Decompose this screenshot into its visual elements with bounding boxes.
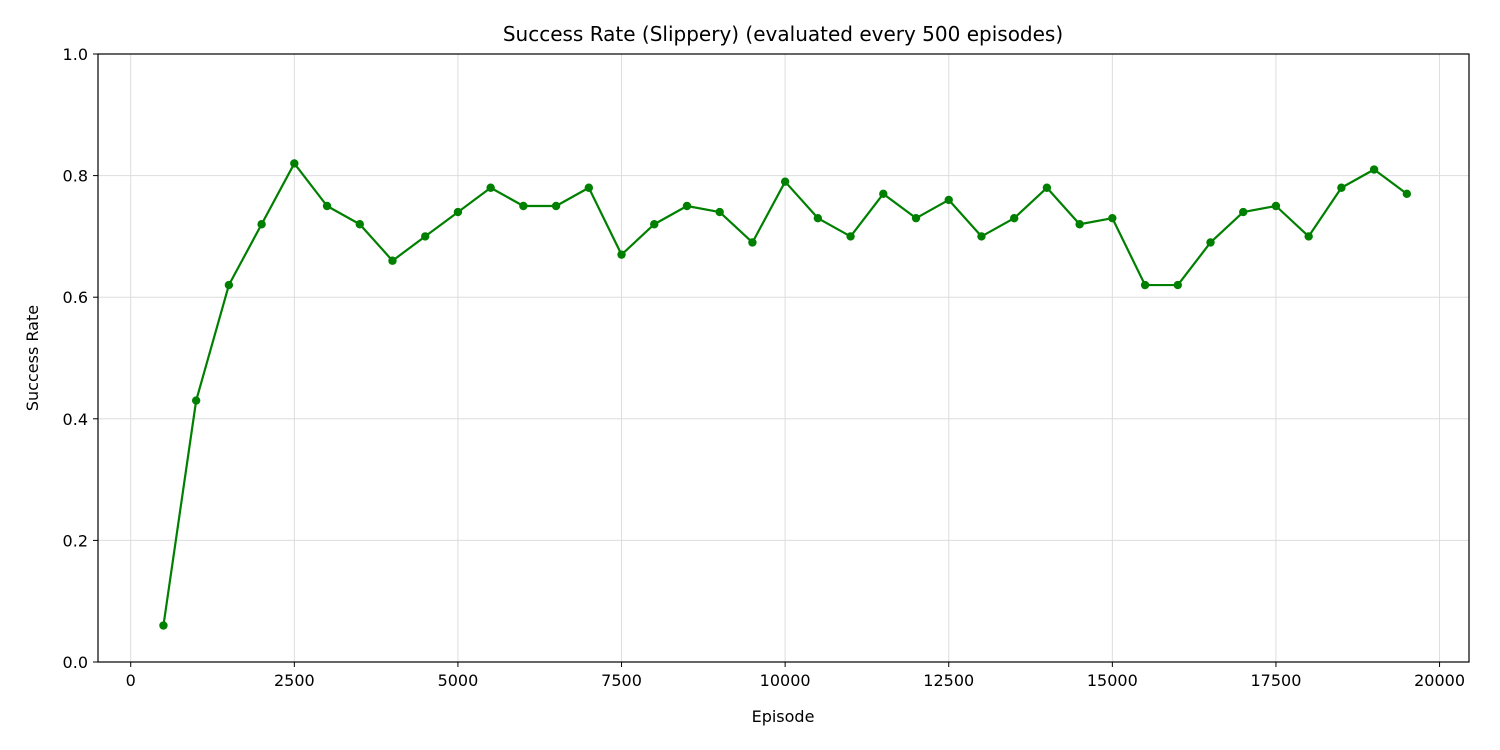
data-point [322, 201, 332, 211]
data-point [519, 201, 528, 211]
x-tick-label: 17500 [1250, 671, 1301, 690]
data-point [813, 213, 823, 223]
data-point [1173, 280, 1182, 290]
data-point [780, 177, 790, 186]
data-point [584, 183, 594, 192]
data-point [551, 201, 561, 211]
data-point [159, 621, 168, 630]
grid [98, 53, 1469, 663]
data-point [290, 159, 299, 168]
x-tick-label: 0 [126, 671, 136, 690]
data-point [486, 183, 495, 192]
data-point [879, 189, 888, 199]
data-point [1042, 183, 1052, 192]
data-point [748, 238, 757, 247]
x-tick-label: 15000 [1087, 671, 1138, 690]
data-point [388, 256, 397, 265]
data-point [1337, 183, 1346, 192]
x-tick-label: 10000 [760, 671, 811, 690]
data-point [453, 207, 463, 217]
data-point [682, 201, 692, 211]
data-point [257, 220, 266, 229]
y-tick-label: 0.0 [63, 653, 88, 672]
data-point [421, 232, 430, 241]
data-point [977, 232, 986, 241]
data-point [617, 250, 626, 259]
x-tick-label: 5000 [438, 671, 479, 690]
y-tick-label: 0.2 [63, 531, 88, 550]
data-point [191, 396, 201, 405]
y-tick-label: 0.4 [63, 410, 88, 429]
y-tick-label: 0.8 [63, 167, 88, 186]
data-point [1140, 280, 1150, 290]
x-tick-label: 2500 [274, 671, 315, 690]
x-tick-label: 7500 [601, 671, 642, 690]
data-point [715, 207, 724, 217]
data-point [1239, 207, 1248, 217]
x-tick-label: 12500 [923, 671, 974, 690]
series-layer [159, 159, 1412, 630]
data-point [1009, 213, 1019, 223]
ticks: 0 2500 5000 7500 10000 12500 15000 17500 20000 0.… [63, 45, 1465, 690]
chart-title: Success Rate (Slippery) (evaluated every… [503, 22, 1063, 46]
x-tick-label: 20000 [1414, 671, 1465, 690]
data-point [911, 213, 921, 223]
data-point [1108, 213, 1117, 223]
data-point [944, 195, 953, 205]
y-tick-label: 0.6 [63, 288, 88, 307]
plot-frame [97, 53, 1470, 663]
data-point [355, 220, 364, 229]
data-point [846, 232, 855, 241]
data-point [1304, 232, 1313, 241]
data-point [1402, 189, 1412, 199]
data-point [224, 280, 234, 290]
x-axis-title: Episode [752, 707, 815, 726]
y-axis-title: Success Rate [23, 305, 42, 411]
y-tick-label: 1.0 [63, 45, 88, 64]
data-point [1271, 201, 1281, 211]
data-point [1369, 165, 1379, 174]
data-point [1206, 238, 1215, 247]
data-point [1075, 220, 1084, 229]
data-point [650, 220, 659, 229]
